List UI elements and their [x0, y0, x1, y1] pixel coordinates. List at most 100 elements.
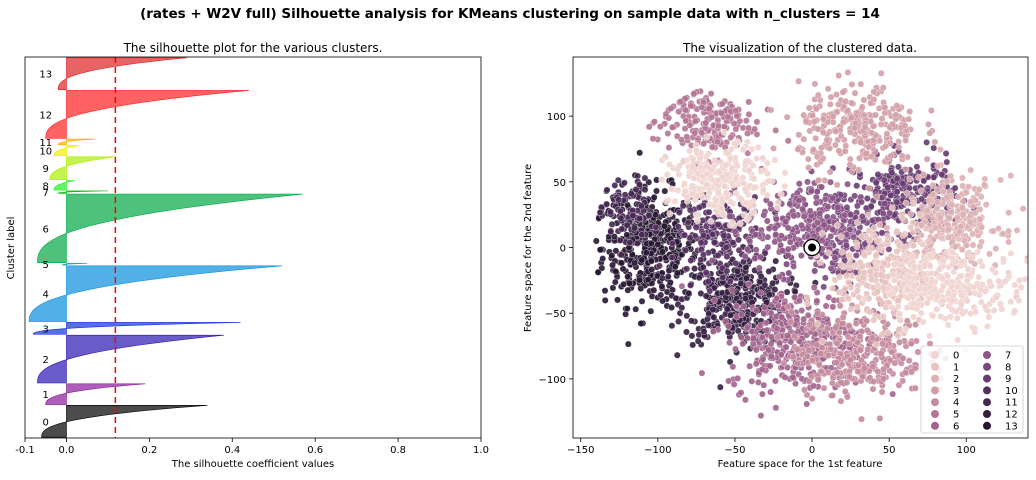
scatter-point-cluster-6	[757, 322, 764, 329]
scatter-point-cluster-10	[652, 223, 660, 231]
scatter-point-cluster-0	[948, 254, 956, 262]
scatter-point-cluster-12	[688, 317, 695, 325]
scatter-point-cluster-5	[649, 135, 657, 143]
scatter-point-cluster-7	[799, 205, 806, 213]
scatter-point-cluster-13	[668, 304, 675, 311]
scatter-point-cluster-3	[858, 103, 866, 111]
scatter-point-cluster-0	[944, 289, 952, 297]
scatter-point-cluster-5	[718, 109, 725, 117]
scatter-point-cluster-0	[974, 248, 981, 256]
scatter-point-cluster-0	[992, 294, 1000, 301]
scatter-point-cluster-0	[743, 199, 750, 207]
scatter-point-cluster-0	[958, 310, 966, 317]
scatter-point-cluster-7	[816, 209, 824, 217]
scatter-point-cluster-5	[656, 123, 664, 130]
scatter-point-cluster-6	[772, 404, 780, 412]
scatter-point-cluster-3	[879, 84, 887, 91]
legend-label-3: 3	[953, 386, 959, 397]
scatter-point-cluster-0	[666, 161, 673, 168]
legend-marker-7	[983, 351, 991, 359]
scatter-point-cluster-4	[790, 353, 797, 361]
scatter-point-cluster-7	[850, 233, 858, 241]
scatter-point-cluster-0	[689, 155, 697, 163]
scatter-x-tick-label: 0	[809, 445, 815, 456]
scatter-point-cluster-0	[892, 286, 899, 294]
scatter-point-cluster-8	[843, 203, 851, 211]
scatter-point-cluster-1	[817, 259, 824, 266]
scatter-point-cluster-13	[667, 279, 674, 286]
scatter-point-cluster-5	[665, 144, 673, 151]
scatter-point-cluster-4	[903, 317, 911, 325]
scatter-point-cluster-9	[893, 175, 901, 183]
scatter-point-cluster-4	[856, 333, 864, 341]
scatter-point-cluster-1	[877, 271, 885, 279]
scatter-point-cluster-1	[845, 295, 852, 303]
scatter-point-cluster-12	[742, 295, 749, 302]
scatter-point-cluster-7	[777, 232, 785, 240]
scatter-point-cluster-3	[876, 137, 884, 145]
scatter-point-cluster-3	[887, 152, 895, 160]
scatter-point-cluster-0	[982, 287, 989, 295]
scatter-point-cluster-8	[821, 274, 829, 282]
scatter-point-cluster-0	[999, 255, 1007, 263]
scatter-point-cluster-0	[722, 189, 730, 197]
scatter-point-cluster-6	[803, 400, 811, 408]
scatter-point-cluster-5	[718, 100, 726, 108]
scatter-point-cluster-12	[664, 273, 672, 280]
scatter-point-cluster-3	[844, 69, 852, 76]
scatter-point-cluster-4	[880, 365, 887, 373]
scatter-point-cluster-1	[874, 288, 881, 296]
scatter-point-cluster-9	[938, 171, 946, 178]
scatter-point-cluster-7	[820, 221, 828, 229]
scatter-point-cluster-0	[658, 176, 666, 183]
scatter-point-cluster-0	[953, 308, 960, 315]
scatter-point-cluster-0	[958, 292, 965, 299]
scatter-point-cluster-8	[785, 269, 793, 277]
scatter-point-cluster-4	[854, 368, 862, 375]
scatter-point-cluster-4	[868, 334, 876, 342]
scatter-point-cluster-4	[864, 346, 872, 353]
scatter-point-cluster-5	[667, 104, 675, 112]
scatter-point-cluster-1	[922, 225, 930, 232]
scatter-point-cluster-7	[827, 265, 835, 272]
scatter-point-cluster-1	[829, 285, 836, 292]
scatter-point-cluster-1	[879, 313, 887, 320]
scatter-point-cluster-3	[819, 155, 827, 162]
scatter-point-cluster-10	[700, 231, 707, 239]
scatter-point-cluster-7	[827, 178, 834, 186]
scatter-point-cluster-13	[608, 252, 616, 259]
legend-marker-1	[931, 362, 939, 371]
scatter-point-cluster-6	[750, 334, 757, 342]
scatter-point-cluster-10	[729, 239, 737, 247]
scatter-point-cluster-10	[709, 231, 717, 238]
scatter-point-cluster-5	[683, 133, 691, 141]
scatter-point-cluster-5	[664, 130, 672, 137]
scatter-point-cluster-4	[846, 340, 853, 347]
scatter-point-cluster-1	[838, 261, 845, 269]
scatter-point-cluster-1	[853, 303, 861, 311]
scatter-point-cluster-3	[883, 130, 891, 138]
scatter-point-cluster-1	[845, 278, 852, 286]
scatter-point-cluster-10	[711, 239, 718, 246]
scatter-point-cluster-0	[874, 281, 882, 289]
scatter-x-tick-label: −100	[644, 445, 671, 456]
scatter-point-cluster-3	[872, 111, 879, 119]
scatter-point-cluster-12	[683, 312, 691, 320]
scatter-point-cluster-12	[710, 313, 718, 321]
scatter-point-cluster-3	[805, 104, 813, 112]
scatter-point-cluster-11	[603, 200, 610, 208]
scatter-point-cluster-6	[778, 313, 786, 321]
legend-label-12: 12	[1005, 410, 1018, 421]
scatter-point-cluster-6	[732, 345, 739, 353]
scatter-point-cluster-3	[857, 80, 865, 88]
cluster-label-8: 8	[43, 181, 49, 192]
silhouette-bar-cluster-11	[57, 138, 96, 145]
scatter-point-cluster-4	[914, 348, 922, 356]
scatter-point-cluster-0	[929, 312, 937, 320]
scatter-point-cluster-0	[681, 188, 689, 196]
scatter-point-cluster-7	[814, 219, 821, 226]
scatter-point-cluster-4	[905, 357, 913, 364]
scatter-point-cluster-7	[812, 199, 820, 207]
scatter-point-cluster-6	[757, 289, 765, 297]
scatter-point-cluster-4	[857, 318, 865, 325]
